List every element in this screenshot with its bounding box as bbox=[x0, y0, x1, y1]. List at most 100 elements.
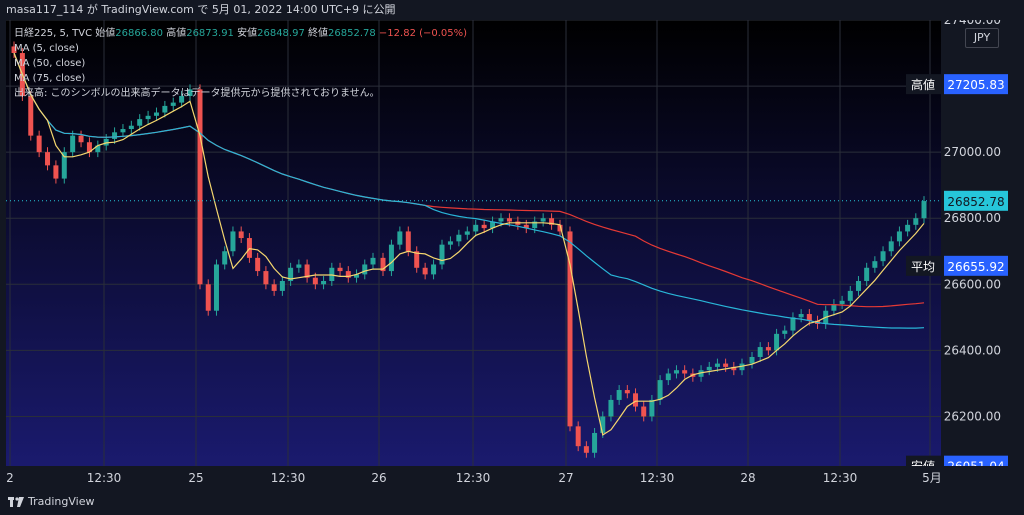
candle-body bbox=[162, 105, 168, 113]
candle-body bbox=[888, 241, 894, 252]
ohlc-row: 日経225, 5, TVC 始値26866.80 高値26873.91 安値26… bbox=[14, 26, 467, 41]
price-tag-value: 26655.92 bbox=[947, 260, 1004, 274]
candle-body bbox=[279, 280, 285, 291]
low-label: 安値 bbox=[237, 28, 258, 39]
x-tick-label: 12:30 bbox=[640, 471, 675, 485]
candle-body bbox=[831, 304, 837, 311]
candle-body bbox=[749, 356, 755, 364]
candle-body bbox=[246, 238, 252, 258]
y-tick-label: 26200.00 bbox=[944, 409, 1001, 423]
y-tick-label: 27000.00 bbox=[944, 145, 1001, 159]
x-tick-label: 12:30 bbox=[823, 471, 858, 485]
candle-body bbox=[11, 46, 17, 54]
candle-body bbox=[549, 218, 555, 225]
candle-body bbox=[847, 290, 853, 301]
publish-header: masa117_114 が TradingView.com で 5月 01, 2… bbox=[0, 0, 1024, 20]
candle-body bbox=[624, 390, 630, 394]
candle-body bbox=[567, 231, 573, 427]
candle-body bbox=[498, 218, 504, 222]
candle-body bbox=[600, 416, 606, 433]
candle-body bbox=[36, 135, 42, 153]
candle-body bbox=[649, 399, 655, 417]
candle-body bbox=[271, 284, 277, 291]
price-tag-label: 平均 bbox=[911, 260, 935, 274]
price-tag-value: 27205.83 bbox=[947, 78, 1004, 92]
candle-body bbox=[731, 366, 737, 371]
candle-body bbox=[95, 145, 101, 153]
candle-body bbox=[896, 231, 902, 242]
candle-body bbox=[238, 231, 244, 239]
candle-body bbox=[362, 264, 368, 275]
ma50-line bbox=[13, 52, 925, 329]
candle-body bbox=[447, 241, 453, 245]
candle-body bbox=[706, 366, 712, 371]
candle-body bbox=[179, 95, 185, 103]
candle-body bbox=[230, 231, 236, 252]
candle-body bbox=[213, 264, 219, 311]
candle-body bbox=[592, 432, 598, 453]
x-tick-label: 25 bbox=[188, 471, 203, 485]
symbol-label[interactable]: 日経225, 5, TVC bbox=[14, 28, 93, 39]
x-tick-label: 12:30 bbox=[271, 471, 306, 485]
price-tag-label-bg bbox=[906, 255, 941, 276]
candle-body bbox=[839, 300, 845, 305]
open-value: 26866.80 bbox=[115, 28, 164, 39]
ma50-legend[interactable]: MA (50, close) bbox=[14, 58, 86, 69]
price-tag-box bbox=[944, 74, 1008, 95]
price-tag-box bbox=[944, 255, 1008, 276]
candle-body bbox=[187, 89, 193, 96]
ma75-legend[interactable]: MA (75, close) bbox=[14, 73, 86, 84]
candle-body bbox=[414, 251, 420, 268]
candle-body bbox=[872, 261, 878, 268]
candle-body bbox=[657, 380, 663, 400]
candle-body bbox=[456, 234, 462, 242]
open-label: 始値 bbox=[95, 28, 116, 39]
change-value: −12.82 (−0.05%) bbox=[378, 28, 468, 39]
footer-brand[interactable]: TradingView bbox=[28, 495, 95, 508]
candle-body bbox=[354, 274, 360, 278]
candle-body bbox=[913, 218, 919, 225]
currency-label[interactable]: JPY bbox=[965, 28, 999, 48]
candle-body bbox=[120, 129, 126, 133]
candle-body bbox=[698, 370, 704, 377]
candle-body bbox=[145, 115, 151, 120]
tradingview-logo-icon bbox=[8, 497, 24, 507]
ma5-legend[interactable]: MA (5, close) bbox=[14, 43, 79, 54]
candle-body bbox=[473, 224, 479, 232]
candle-body bbox=[70, 135, 76, 153]
x-axis-ticks: 2 12:30 25 12:30 26 12:30 27 12:30 28 12:30 5月 bbox=[6, 471, 942, 485]
candle-body bbox=[523, 224, 529, 229]
candle-body bbox=[337, 267, 343, 272]
candle-body bbox=[439, 244, 445, 265]
candle-body bbox=[53, 165, 59, 179]
price-tag-label-bg bbox=[906, 74, 941, 95]
candle-body bbox=[222, 251, 228, 265]
candle-body bbox=[197, 89, 203, 285]
candle-body bbox=[864, 267, 870, 281]
candle-body bbox=[673, 370, 679, 374]
candle-body bbox=[557, 224, 563, 232]
time-axis[interactable] bbox=[0, 466, 1024, 488]
candle-body bbox=[329, 267, 335, 281]
candle-body bbox=[153, 112, 159, 116]
close-value: 26852.78 bbox=[328, 28, 376, 39]
candle-body bbox=[774, 333, 780, 351]
candle-body bbox=[112, 132, 118, 139]
chart-legend: 日経225, 5, TVC 始値26866.80 高値26873.91 安値26… bbox=[14, 26, 467, 101]
y-tick-label: 26600.00 bbox=[944, 277, 1001, 291]
candle-body bbox=[464, 231, 470, 235]
candle-body bbox=[128, 125, 134, 130]
close-label: 終値 bbox=[308, 28, 329, 39]
candle-body bbox=[782, 330, 788, 334]
candle-body bbox=[765, 347, 771, 351]
last-price-box bbox=[944, 190, 1008, 211]
price-axis[interactable] bbox=[941, 20, 1024, 466]
candle-body bbox=[78, 135, 84, 143]
candle-body bbox=[405, 231, 411, 252]
price-chart[interactable]: 27400.0027200.0027000.0026800.0026600.00… bbox=[0, 20, 1024, 488]
candle-body bbox=[255, 257, 261, 272]
candle-body bbox=[61, 152, 67, 179]
candle-body bbox=[575, 426, 581, 447]
last-price-value: 26852.78 bbox=[947, 195, 1004, 209]
